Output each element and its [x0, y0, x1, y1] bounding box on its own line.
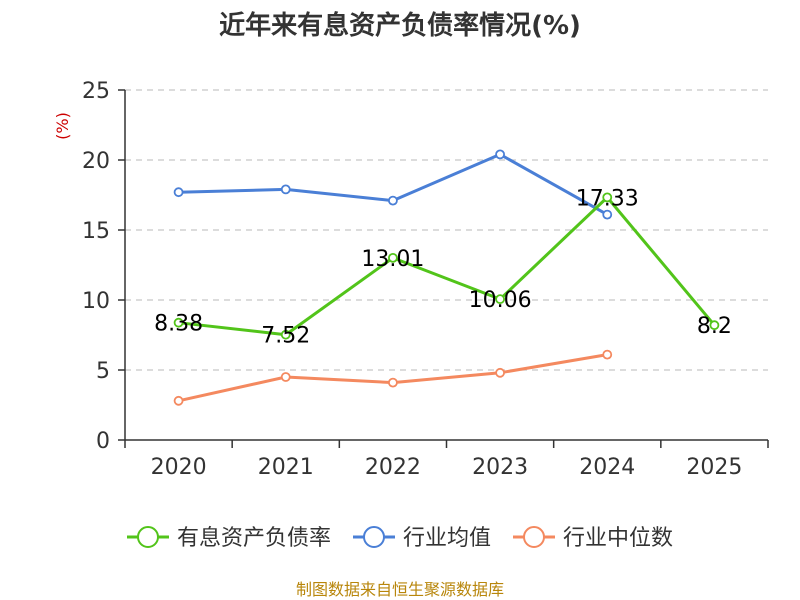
legend: 有息资产负债率 行业均值 行业中位数 — [127, 526, 673, 551]
x-tick-label: 2023 — [472, 455, 528, 480]
legend-label: 有息资产负债率 — [177, 526, 331, 551]
series-point — [280, 184, 291, 195]
series-line — [178, 152, 608, 216]
series-lines — [173, 149, 720, 406]
series-point — [602, 349, 613, 360]
series-point — [280, 329, 291, 340]
series-point — [173, 317, 184, 328]
data-label: 13.01 — [361, 247, 424, 272]
x-tick-label: 2025 — [686, 455, 742, 480]
series-point — [173, 395, 184, 406]
data-label: 7.52 — [261, 324, 310, 349]
grid-lines — [125, 89, 768, 371]
series-point — [495, 367, 505, 378]
y-tick-label: 15 — [82, 219, 110, 244]
y-tick-label: 5 — [96, 359, 110, 384]
series-point — [495, 294, 505, 305]
x-tick-label: 2022 — [365, 455, 421, 480]
series-point — [173, 187, 184, 198]
data-label: 8.2 — [697, 314, 732, 339]
legend-marker — [523, 526, 545, 548]
data-label: 17.33 — [576, 186, 639, 211]
series-point — [495, 149, 505, 160]
x-tick-label: 2020 — [151, 455, 207, 480]
legend-marker — [363, 526, 385, 548]
data-label: 8.38 — [154, 312, 203, 337]
legend-label: 行业均值 — [403, 526, 491, 551]
series-point — [709, 320, 720, 331]
series-point — [602, 192, 613, 203]
series-point — [280, 372, 291, 382]
legend-label: 行业中位数 — [563, 526, 673, 551]
y-tick-label: 20 — [82, 149, 110, 174]
series-point — [602, 209, 613, 220]
chart-title: 近年来有息资产负债率情况(%) — [219, 10, 581, 41]
series-point — [388, 195, 398, 206]
data-label: 10.06 — [469, 288, 532, 313]
series-line — [178, 195, 716, 337]
y-axis-unit: (%) — [53, 112, 72, 140]
series-point — [388, 377, 398, 388]
x-tick-label: 2021 — [258, 455, 314, 480]
y-tick-label: 25 — [82, 79, 110, 104]
x-tick-label: 2024 — [579, 455, 635, 480]
series-point — [388, 252, 398, 263]
source-note: 制图数据来自恒生聚源数据库 — [296, 580, 504, 599]
y-tick-label: 10 — [82, 289, 110, 314]
data-labels: 8.38 7.52 13.01 10.06 17.33 8.2 — [154, 186, 732, 348]
legend-marker — [137, 526, 159, 548]
y-tick-label: 0 — [96, 429, 110, 454]
